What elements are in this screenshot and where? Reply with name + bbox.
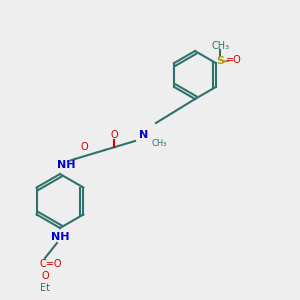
Text: CH₃: CH₃ <box>211 41 229 52</box>
Text: NH: NH <box>57 160 75 170</box>
Text: CH₃: CH₃ <box>151 140 167 148</box>
Text: O: O <box>41 271 49 281</box>
Text: O: O <box>110 130 118 140</box>
Text: C=O: C=O <box>40 259 62 269</box>
Text: O: O <box>80 142 88 152</box>
Text: Et: Et <box>40 283 50 293</box>
Text: N: N <box>140 130 148 140</box>
Text: S: S <box>216 56 224 67</box>
Text: NH: NH <box>51 232 69 242</box>
Text: =O: =O <box>226 55 242 65</box>
